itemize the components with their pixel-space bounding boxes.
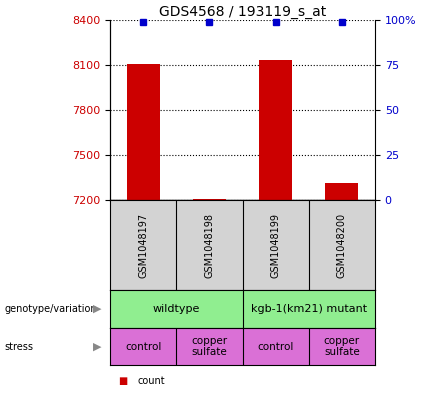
- Title: GDS4568 / 193119_s_at: GDS4568 / 193119_s_at: [159, 5, 326, 19]
- Text: GSM1048197: GSM1048197: [138, 213, 148, 277]
- Text: copper
sulfate: copper sulfate: [191, 336, 227, 357]
- Text: GSM1048198: GSM1048198: [204, 213, 215, 277]
- Text: ▶: ▶: [93, 342, 101, 351]
- Text: control: control: [258, 342, 294, 351]
- Text: wildtype: wildtype: [153, 304, 200, 314]
- Bar: [326, 184, 359, 200]
- Bar: [259, 61, 292, 200]
- Text: stress: stress: [4, 342, 33, 351]
- Text: GSM1048200: GSM1048200: [337, 213, 347, 277]
- Text: control: control: [125, 342, 161, 351]
- Text: ▶: ▶: [93, 304, 101, 314]
- Text: copper
sulfate: copper sulfate: [324, 336, 360, 357]
- Text: kgb-1(km21) mutant: kgb-1(km21) mutant: [251, 304, 367, 314]
- Text: genotype/variation: genotype/variation: [4, 304, 97, 314]
- Bar: [193, 199, 226, 200]
- Text: ■: ■: [119, 376, 128, 386]
- Text: count: count: [138, 376, 166, 386]
- Bar: [126, 64, 160, 200]
- Text: GSM1048199: GSM1048199: [270, 213, 281, 277]
